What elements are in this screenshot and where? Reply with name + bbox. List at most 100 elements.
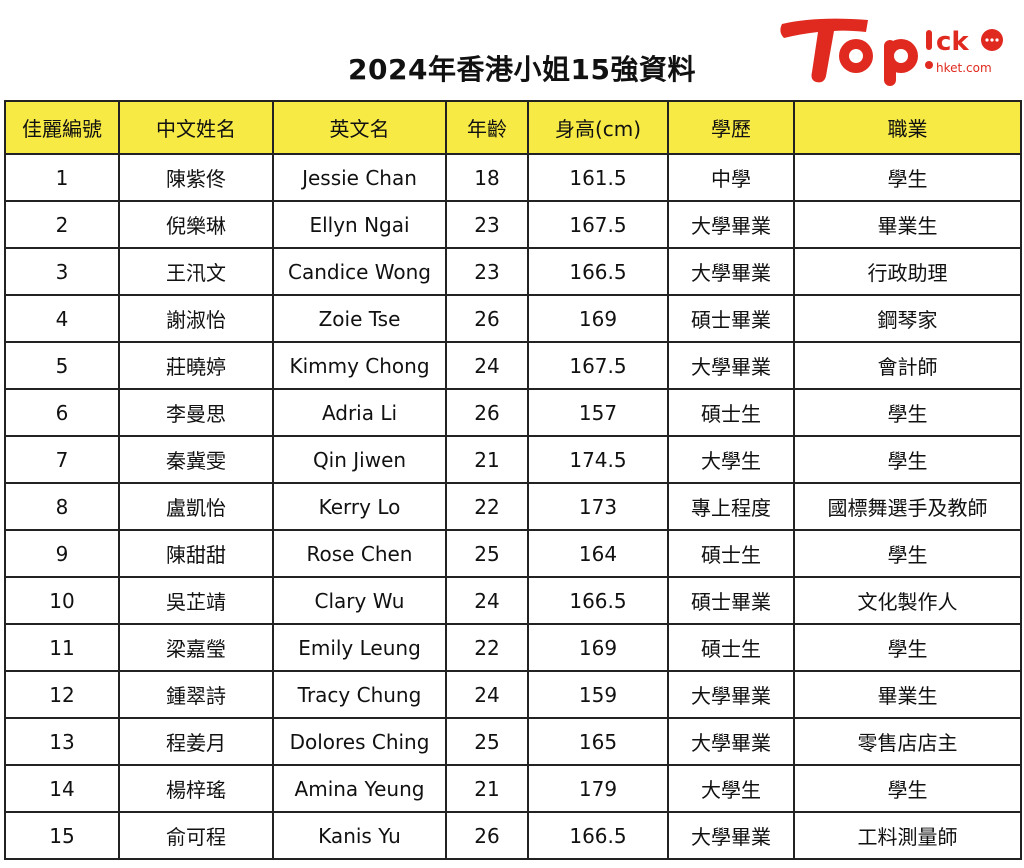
cell-contestant-number: 9 — [4, 529, 120, 578]
cell-education: 碩士生 — [667, 388, 795, 437]
cell-chinese-name: 陳紫佟 — [118, 153, 274, 202]
cell-occupation: 學生 — [793, 435, 1022, 484]
cell-occupation: 國標舞選手及教師 — [793, 482, 1022, 531]
table-row: 7 秦冀雯 Qin Jiwen 21 174.5 大學生 學生 — [4, 435, 1022, 484]
cell-chinese-name: 程姜月 — [118, 717, 274, 766]
cell-contestant-number: 8 — [4, 482, 120, 531]
cell-height: 169 — [527, 294, 669, 343]
header-age: 年齡 — [445, 100, 529, 155]
cell-occupation: 零售店店主 — [793, 717, 1022, 766]
cell-chinese-name: 謝淑怡 — [118, 294, 274, 343]
cell-age: 24 — [445, 341, 529, 390]
cell-english-name: Ellyn Ngai — [272, 200, 447, 249]
cell-age: 22 — [445, 482, 529, 531]
table-row: 4 謝淑怡 Zoie Tse 26 169 碩士畢業 鋼琴家 — [4, 294, 1022, 343]
cell-contestant-number: 3 — [4, 247, 120, 296]
cell-contestant-number: 4 — [4, 294, 120, 343]
table-row: 5 莊曉婷 Kimmy Chong 24 167.5 大學畢業 會計師 — [4, 341, 1022, 390]
cell-english-name: Jessie Chan — [272, 153, 447, 202]
cell-english-name: Kanis Yu — [272, 811, 447, 860]
cell-height: 159 — [527, 670, 669, 719]
cell-english-name: Zoie Tse — [272, 294, 447, 343]
cell-height: 165 — [527, 717, 669, 766]
cell-height: 164 — [527, 529, 669, 578]
table-row: 11 梁嘉瑩 Emily Leung 22 169 碩士生 學生 — [4, 623, 1022, 672]
header-occupation: 職業 — [793, 100, 1022, 155]
table-row: 2 倪樂琳 Ellyn Ngai 23 167.5 大學畢業 畢業生 — [4, 200, 1022, 249]
table-row: 9 陳甜甜 Rose Chen 25 164 碩士生 學生 — [4, 529, 1022, 578]
contestants-table: 佳麗編號 中文姓名 英文名 年齡 身高(cm) 學歷 職業 1 陳紫佟 Jessie Chan 1… — [4, 100, 1022, 860]
cell-occupation: 行政助理 — [793, 247, 1022, 296]
cell-contestant-number: 13 — [4, 717, 120, 766]
cell-chinese-name: 盧凱怡 — [118, 482, 274, 531]
cell-english-name: Emily Leung — [272, 623, 447, 672]
cell-english-name: Adria Li — [272, 388, 447, 437]
cell-height: 179 — [527, 764, 669, 813]
cell-chinese-name: 俞可程 — [118, 811, 274, 860]
cell-english-name: Dolores Ching — [272, 717, 447, 766]
cell-height: 157 — [527, 388, 669, 437]
cell-english-name: Clary Wu — [272, 576, 447, 625]
cell-chinese-name: 李曼思 — [118, 388, 274, 437]
svg-text:ck: ck — [936, 27, 969, 57]
cell-education: 專上程度 — [667, 482, 795, 531]
page-title: 2024年香港小姐15強資料 — [348, 53, 696, 86]
cell-height: 167.5 — [527, 341, 669, 390]
cell-chinese-name: 王汛文 — [118, 247, 274, 296]
cell-height: 173 — [527, 482, 669, 531]
header-height: 身高(cm) — [527, 100, 669, 155]
cell-contestant-number: 1 — [4, 153, 120, 202]
cell-occupation: 工料測量師 — [793, 811, 1022, 860]
table-row: 12 鍾翠詩 Tracy Chung 24 159 大學畢業 畢業生 — [4, 670, 1022, 719]
table-row: 8 盧凱怡 Kerry Lo 22 173 專上程度 國標舞選手及教師 — [4, 482, 1022, 531]
cell-occupation: 文化製作人 — [793, 576, 1022, 625]
cell-education: 中學 — [667, 153, 795, 202]
cell-education: 碩士畢業 — [667, 294, 795, 343]
cell-contestant-number: 10 — [4, 576, 120, 625]
cell-age: 22 — [445, 623, 529, 672]
cell-chinese-name: 秦冀雯 — [118, 435, 274, 484]
cell-education: 碩士畢業 — [667, 576, 795, 625]
cell-occupation: 學生 — [793, 153, 1022, 202]
cell-education: 大學畢業 — [667, 717, 795, 766]
cell-occupation: 畢業生 — [793, 670, 1022, 719]
cell-contestant-number: 2 — [4, 200, 120, 249]
cell-english-name: Amina Yeung — [272, 764, 447, 813]
cell-education: 大學畢業 — [667, 247, 795, 296]
cell-english-name: Kerry Lo — [272, 482, 447, 531]
cell-height: 166.5 — [527, 576, 669, 625]
cell-contestant-number: 11 — [4, 623, 120, 672]
cell-education: 大學畢業 — [667, 341, 795, 390]
cell-age: 26 — [445, 388, 529, 437]
cell-chinese-name: 楊梓瑤 — [118, 764, 274, 813]
table-row: 10 吳芷靖 Clary Wu 24 166.5 碩士畢業 文化製作人 — [4, 576, 1022, 625]
cell-age: 21 — [445, 435, 529, 484]
cell-chinese-name: 鍾翠詩 — [118, 670, 274, 719]
cell-english-name: Rose Chen — [272, 529, 447, 578]
cell-age: 26 — [445, 811, 529, 860]
cell-age: 25 — [445, 529, 529, 578]
cell-contestant-number: 7 — [4, 435, 120, 484]
cell-education: 碩士生 — [667, 623, 795, 672]
cell-english-name: Kimmy Chong — [272, 341, 447, 390]
cell-occupation: 學生 — [793, 388, 1022, 437]
cell-chinese-name: 陳甜甜 — [118, 529, 274, 578]
cell-chinese-name: 莊曉婷 — [118, 341, 274, 390]
cell-height: 166.5 — [527, 811, 669, 860]
svg-text:hket.com: hket.com — [936, 61, 992, 75]
cell-english-name: Candice Wong — [272, 247, 447, 296]
header-chinese-name: 中文姓名 — [118, 100, 274, 155]
header-english-name: 英文名 — [272, 100, 447, 155]
cell-education: 大學畢業 — [667, 811, 795, 860]
cell-contestant-number: 12 — [4, 670, 120, 719]
cell-occupation: 會計師 — [793, 341, 1022, 390]
table-row: 14 楊梓瑤 Amina Yeung 21 179 大學生 學生 — [4, 764, 1022, 813]
cell-occupation: 鋼琴家 — [793, 294, 1022, 343]
cell-contestant-number: 14 — [4, 764, 120, 813]
cell-education: 大學畢業 — [667, 200, 795, 249]
cell-occupation: 學生 — [793, 764, 1022, 813]
table-row: 13 程姜月 Dolores Ching 25 165 大學畢業 零售店店主 — [4, 717, 1022, 766]
table-row: 6 李曼思 Adria Li 26 157 碩士生 學生 — [4, 388, 1022, 437]
header-row: 佳麗編號 中文姓名 英文名 年齡 身高(cm) 學歷 職業 — [4, 100, 1022, 155]
cell-occupation: 學生 — [793, 529, 1022, 578]
